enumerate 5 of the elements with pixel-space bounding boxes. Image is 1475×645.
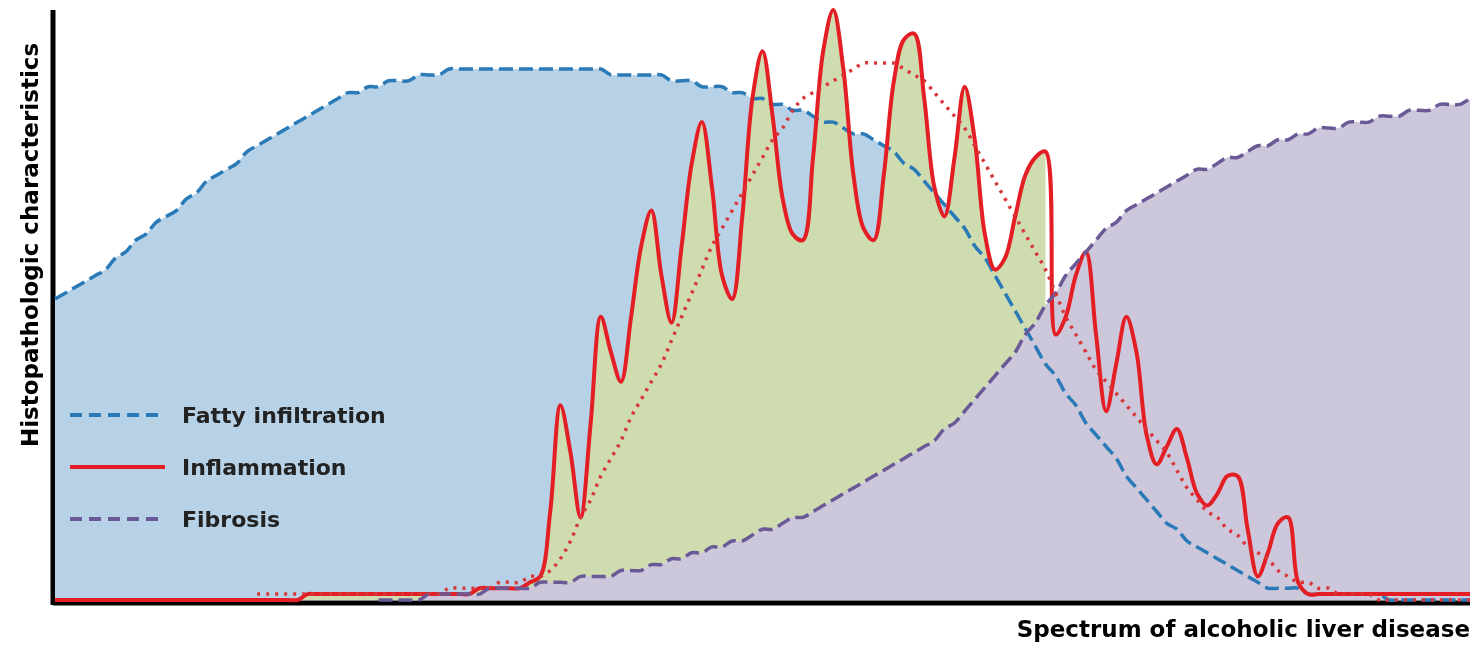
x-axis-title: Spectrum of alcoholic liver disease — [1016, 616, 1470, 642]
legend-label: Fatty infiltration — [182, 403, 386, 428]
legend-label: Inflammation — [182, 455, 347, 480]
y-axis-title: Histopathologic characteristics — [17, 42, 43, 448]
legend-label: Fibrosis — [182, 507, 281, 532]
